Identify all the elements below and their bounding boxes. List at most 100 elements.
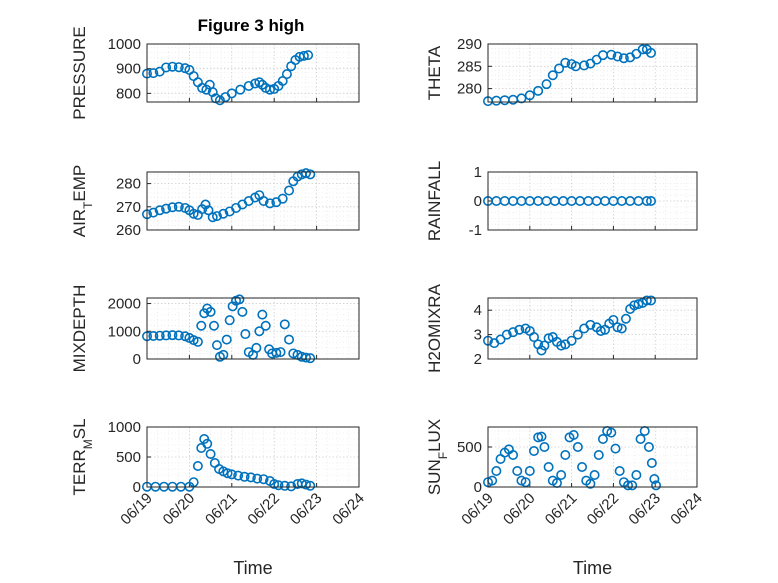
data-point (554, 63, 565, 74)
data-point (273, 480, 284, 491)
data-point (271, 347, 282, 358)
axes-border (487, 43, 698, 103)
axes-rainfall: -1 0 1 RAINFALL (425, 161, 698, 241)
data-point (202, 438, 213, 449)
x-tick-label: 06/24 (329, 490, 368, 529)
data-point (148, 330, 159, 341)
data-point (214, 95, 225, 106)
y-tick-label: 260 (116, 222, 141, 239)
data-point (260, 320, 271, 331)
data-point (173, 62, 184, 73)
axes-border (487, 426, 698, 488)
data-point (543, 461, 554, 472)
data-point (154, 205, 165, 216)
data-point (192, 336, 203, 347)
y-tick-label: 280 (116, 176, 141, 193)
data-point (585, 478, 596, 489)
data-point (572, 329, 583, 340)
data-point (298, 50, 309, 61)
data-point (508, 327, 519, 338)
data-point (543, 333, 554, 344)
data-point (167, 330, 178, 341)
data-point (303, 50, 314, 61)
data-point (211, 340, 222, 351)
axes-border (487, 171, 698, 231)
data-point (300, 352, 311, 363)
data-point (226, 88, 237, 99)
x-tick-label: 06/22 (584, 490, 623, 529)
data-point (250, 78, 261, 89)
data-point (207, 87, 218, 98)
data-point (637, 44, 648, 55)
data-point (224, 315, 235, 326)
data-point (539, 340, 550, 351)
data-point (516, 93, 527, 104)
data-point (277, 76, 288, 87)
data-point (646, 295, 657, 306)
axes-border (146, 426, 360, 488)
y-tick-label: 0 (133, 479, 141, 496)
y-axis-label: RAINFALL (425, 161, 444, 241)
data-point (547, 70, 558, 81)
axes-border (146, 43, 360, 103)
data-point (161, 203, 172, 214)
data-point (641, 196, 652, 207)
data-point (258, 196, 269, 207)
data-point (646, 47, 657, 58)
data-point (254, 77, 265, 88)
data-point (646, 196, 657, 207)
data-point (508, 449, 519, 460)
data-point (568, 429, 579, 440)
data-point (606, 49, 617, 60)
data-point (264, 84, 275, 95)
data-point (524, 90, 535, 101)
data-point (218, 208, 229, 219)
data-point (279, 319, 290, 330)
data-point (501, 329, 512, 340)
data-point (633, 299, 644, 310)
axes-border (146, 297, 360, 360)
y-axis-label: THETA (425, 45, 444, 100)
data-point (207, 212, 218, 223)
y-tick-label: 1000 (108, 419, 141, 436)
data-point (623, 480, 634, 491)
y-tick-label: 0 (474, 193, 482, 210)
axes-border (487, 297, 698, 360)
data-point (618, 53, 629, 64)
data-point (512, 465, 523, 476)
data-point (612, 322, 623, 333)
data-point (595, 325, 606, 336)
y-tick-label: 900 (116, 61, 141, 78)
data-point (211, 211, 222, 222)
x-tick-label: 06/22 (244, 490, 283, 529)
data-point (222, 468, 233, 479)
x-tick-label: 06/20 (160, 490, 199, 529)
data-point (305, 353, 316, 364)
data-point (279, 480, 290, 491)
data-point (300, 479, 311, 490)
data-point (205, 448, 216, 459)
y-tick-label: 4 (474, 302, 482, 319)
data-point (167, 202, 178, 213)
y-tick-label: 0 (133, 351, 141, 368)
y-tick-label: 800 (116, 85, 141, 102)
y-tick-label: 500 (457, 439, 482, 456)
data-point (252, 473, 263, 484)
data-point (585, 319, 596, 330)
y-axis-label: PRESSURE (70, 26, 89, 120)
data-point (286, 481, 297, 492)
axes-mixdepth: 0 1000 2000 MIXDEPTH (70, 285, 360, 372)
data-point (258, 474, 269, 485)
data-point (589, 469, 600, 480)
y-tick-label: 0 (474, 479, 482, 496)
data-point (192, 460, 203, 471)
data-point (235, 84, 246, 95)
data-point (612, 51, 623, 62)
data-point (597, 433, 608, 444)
data-point (528, 445, 539, 456)
data-point (200, 199, 211, 210)
axes-h2omixra: 2 3 4 H2OMIXRA (425, 283, 698, 373)
data-point (646, 457, 657, 468)
data-point (245, 472, 256, 483)
